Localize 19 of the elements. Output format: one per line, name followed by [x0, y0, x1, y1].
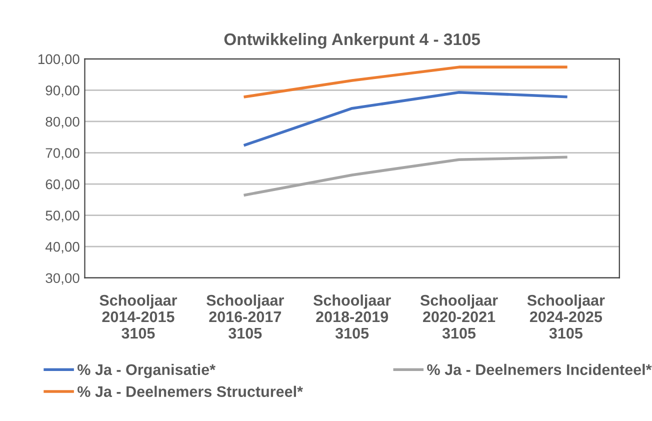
line-series [244, 156, 568, 196]
y-tick-label: 40,00 [45, 242, 80, 254]
y-tick-label: 50,00 [46, 210, 80, 222]
x-tick-label: Schooljaar 2016-2017 3105 [206, 294, 284, 339]
x-tick-label: Schooljaar 2014-2015 3105 [100, 294, 178, 339]
y-tick-label: 30,00 [46, 273, 80, 285]
y-tick-label: 90,00 [46, 86, 80, 98]
chart-title: Ontwikkeling Ankerpunt 4 - 3105 [224, 32, 480, 49]
x-tick-label: Schooljaar 2018-2019 3105 [313, 294, 391, 339]
y-tick-label: 80,00 [46, 116, 80, 128]
line-series [244, 91, 568, 146]
y-tick-label: 60,00 [46, 179, 80, 191]
legend-label: % Ja - Organisatie* [78, 364, 216, 378]
y-tick-label: 100,00 [38, 54, 80, 66]
legend-label: % Ja - Deelnemers Incidenteel* [427, 364, 652, 376]
x-tick-label: Schooljaar 2020-2021 3105 [420, 294, 498, 339]
x-tick-label: Schooljaar 2024-2025 3105 [527, 294, 605, 339]
legend-label: % Ja - Deelnemers Structureel* [78, 386, 303, 398]
y-tick-label: 70,00 [46, 148, 80, 160]
